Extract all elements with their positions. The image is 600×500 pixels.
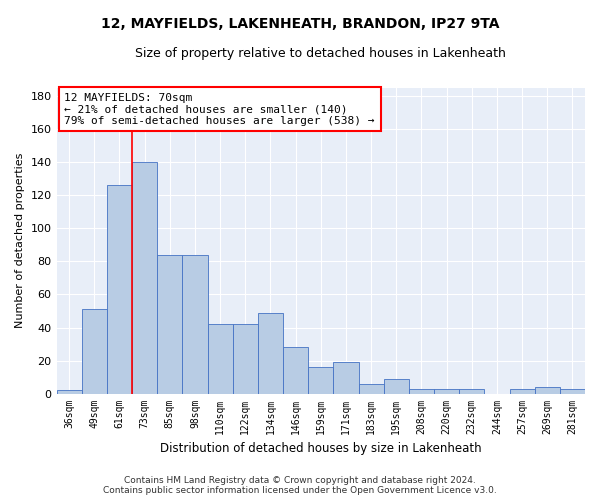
Bar (334, 362, 359, 394)
Y-axis label: Number of detached properties: Number of detached properties (15, 153, 25, 328)
Bar (434, 388, 459, 394)
Bar (82, 310, 107, 394)
X-axis label: Distribution of detached houses by size in Lakenheath: Distribution of detached houses by size … (160, 442, 482, 455)
Bar (308, 367, 334, 394)
Bar (459, 388, 484, 394)
Bar (132, 162, 157, 394)
Text: 12 MAYFIELDS: 70sqm
← 21% of detached houses are smaller (140)
79% of semi-detac: 12 MAYFIELDS: 70sqm ← 21% of detached ho… (64, 92, 375, 126)
Bar (383, 378, 409, 394)
Bar (157, 255, 182, 394)
Bar (56, 390, 82, 394)
Text: Contains HM Land Registry data © Crown copyright and database right 2024.: Contains HM Land Registry data © Crown c… (124, 476, 476, 485)
Bar (182, 255, 208, 394)
Text: Contains public sector information licensed under the Open Government Licence v3: Contains public sector information licen… (103, 486, 497, 495)
Bar (208, 324, 233, 394)
Bar (535, 387, 560, 394)
Bar (560, 388, 585, 394)
Text: 12, MAYFIELDS, LAKENHEATH, BRANDON, IP27 9TA: 12, MAYFIELDS, LAKENHEATH, BRANDON, IP27… (101, 18, 499, 32)
Title: Size of property relative to detached houses in Lakenheath: Size of property relative to detached ho… (136, 48, 506, 60)
Bar (233, 324, 258, 394)
Bar (283, 348, 308, 394)
Bar (359, 384, 383, 394)
Bar (107, 186, 132, 394)
Bar (409, 388, 434, 394)
Bar (258, 312, 283, 394)
Bar (509, 388, 535, 394)
